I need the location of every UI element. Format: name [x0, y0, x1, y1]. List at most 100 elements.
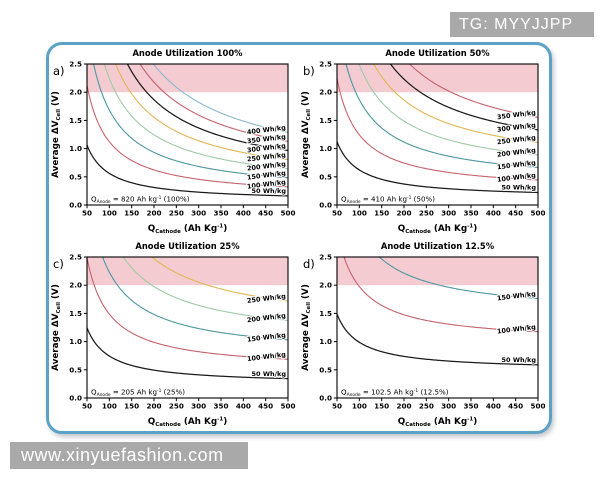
x-tick-label: 100 — [352, 402, 367, 411]
curve-50whkg — [87, 327, 288, 380]
q-anode-annotation: QAnode = 102.5 Ah kg-1 (12.5%) — [341, 388, 449, 399]
y-tick-label: 0.5 — [69, 172, 82, 181]
y-tick-label: 2.5 — [69, 60, 82, 69]
y-tick-label: 1.5 — [69, 116, 82, 125]
y-tick-label: 1.5 — [319, 309, 332, 318]
y-tick-label: 1.0 — [319, 144, 332, 153]
x-tick-label: 50 — [332, 209, 342, 218]
x-tick-label: 300 — [191, 402, 206, 411]
overvoltage-band — [87, 64, 288, 93]
x-tick-label: 500 — [530, 402, 545, 411]
x-tick-label: 50 — [82, 209, 92, 218]
y-tick-label: 0.0 — [69, 201, 82, 210]
y-axis-label: Average ΔVCell (V) — [301, 91, 312, 178]
x-axis-label: QCathode (Ah Kg-1) — [148, 224, 227, 235]
curve-label-100whkg: 100 Wh/kg — [497, 171, 537, 184]
y-tick-label: 1.0 — [69, 144, 82, 153]
x-tick-label: 350 — [463, 209, 478, 218]
x-tick-label: 250 — [419, 402, 434, 411]
x-tick-label: 50 — [82, 402, 92, 411]
curve-250whkg — [151, 257, 288, 302]
panel-b: 50 100 150 200 250 300 350 400 450 500 0.0 0.5 1.0 1.… — [299, 45, 549, 238]
panel-d-chart: 50 100 150 200 250 300 350 400 450 500 0.0 0.5 1.0 1.… — [301, 241, 546, 428]
panel-title: Anode Utilization 100% — [132, 48, 243, 58]
curve-label-100whkg: 100 Wh/kg — [247, 350, 287, 363]
x-tick-label: 300 — [191, 209, 206, 218]
panel-c-chart: 50 100 150 200 250 300 350 400 450 500 0.0 0.5 1.0 1.… — [51, 241, 296, 428]
panel-title: Anode Utilization 25% — [135, 241, 240, 251]
y-tick-label: 2.5 — [69, 253, 82, 262]
overvoltage-band — [337, 257, 538, 286]
x-tick-label: 150 — [124, 402, 139, 411]
x-tick-label: 150 — [124, 209, 139, 218]
q-anode-annotation: QAnode = 205 Ah kg-1 (25%) — [91, 388, 185, 399]
y-tick-label: 2.0 — [319, 88, 332, 97]
curve-400whkg — [152, 64, 288, 133]
x-tick-label: 500 — [280, 402, 295, 411]
x-tick-label: 100 — [352, 209, 367, 218]
q-anode-annotation: QAnode = 410 Ah kg-1 (50%) — [341, 195, 435, 206]
curve-100whkg — [87, 85, 288, 188]
curve-label-250whkg: 250 Wh/kg — [247, 292, 287, 305]
x-axis-label: QCathode (Ah Kg-1) — [398, 224, 477, 235]
panel-c: 50 100 150 200 250 300 350 400 450 500 0.0 0.5 1.0 1.… — [49, 238, 299, 431]
y-tick-label: 0.0 — [319, 201, 332, 210]
x-tick-label: 450 — [258, 402, 273, 411]
x-tick-label: 50 — [332, 402, 342, 411]
x-tick-label: 100 — [102, 209, 117, 218]
x-tick-label: 150 — [374, 402, 389, 411]
panel-title: Anode Utilization 12.5% — [381, 241, 495, 251]
x-tick-label: 350 — [213, 402, 228, 411]
y-tick-label: 1.0 — [319, 337, 332, 346]
y-tick-label: 2.5 — [319, 253, 332, 262]
x-tick-label: 450 — [258, 209, 273, 218]
x-tick-label: 250 — [169, 402, 184, 411]
y-tick-label: 2.0 — [69, 88, 82, 97]
panel-letter: a) — [53, 64, 65, 78]
x-tick-label: 150 — [374, 209, 389, 218]
curve-50whkg — [87, 144, 288, 197]
panel-letter: c) — [53, 257, 64, 271]
x-tick-label: 300 — [441, 209, 456, 218]
y-tick-label: 2.5 — [319, 60, 332, 69]
curve-label-50whkg: 50 Wh/kg — [252, 370, 287, 378]
plot-border — [336, 63, 539, 206]
x-tick-label: 250 — [419, 209, 434, 218]
curve-300whkg — [389, 64, 538, 131]
x-tick-label: 400 — [236, 209, 251, 218]
curve-label-100whkg: 100 Wh/kg — [497, 323, 537, 336]
curve-label-50whkg: 50 Wh/kg — [502, 356, 537, 364]
y-tick-label: 0.5 — [319, 365, 332, 374]
telegram-watermark-badge: TG: MYYJJPP — [450, 12, 594, 37]
y-tick-label: 0.0 — [69, 394, 82, 403]
curve-label-200whkg: 200 Wh/kg — [247, 312, 287, 325]
x-tick-label: 200 — [146, 402, 161, 411]
y-tick-label: 2.0 — [69, 281, 82, 290]
y-axis-label: Average ΔVCell (V) — [51, 284, 62, 371]
x-tick-label: 400 — [486, 402, 501, 411]
x-tick-label: 250 — [169, 209, 184, 218]
curve-50whkg — [337, 313, 538, 366]
y-axis-label: Average ΔVCell (V) — [51, 91, 62, 178]
panel-a-chart: 50 100 150 200 250 300 350 400 450 500 0.0 0.5 1.0 1.… — [51, 48, 296, 235]
figure-frame: 50 100 150 200 250 300 350 400 450 500 0.0 0.5 1.0 1.… — [46, 42, 552, 434]
curve-label-150whkg: 150 Wh/kg — [497, 159, 537, 172]
curve-label-50whkg: 50 Wh/kg — [252, 187, 287, 195]
y-tick-label: 2.0 — [319, 281, 332, 290]
x-tick-label: 450 — [508, 209, 523, 218]
x-tick-label: 400 — [486, 209, 501, 218]
panel-title: Anode Utilization 50% — [385, 48, 490, 58]
curve-350whkg — [139, 64, 288, 142]
curve-100whkg — [343, 257, 538, 333]
curve-150whkg — [93, 64, 288, 179]
y-tick-label: 1.5 — [319, 116, 332, 125]
x-tick-label: 350 — [213, 209, 228, 218]
x-tick-label: 500 — [530, 209, 545, 218]
plot-border — [336, 256, 539, 399]
x-axis-label: QCathode (Ah Kg-1) — [148, 417, 227, 428]
y-tick-label: 0.0 — [319, 394, 332, 403]
curve-label-250whkg: 250 Wh/kg — [497, 134, 537, 147]
curve-200whkg — [358, 64, 538, 156]
curve-100whkg — [87, 257, 288, 360]
